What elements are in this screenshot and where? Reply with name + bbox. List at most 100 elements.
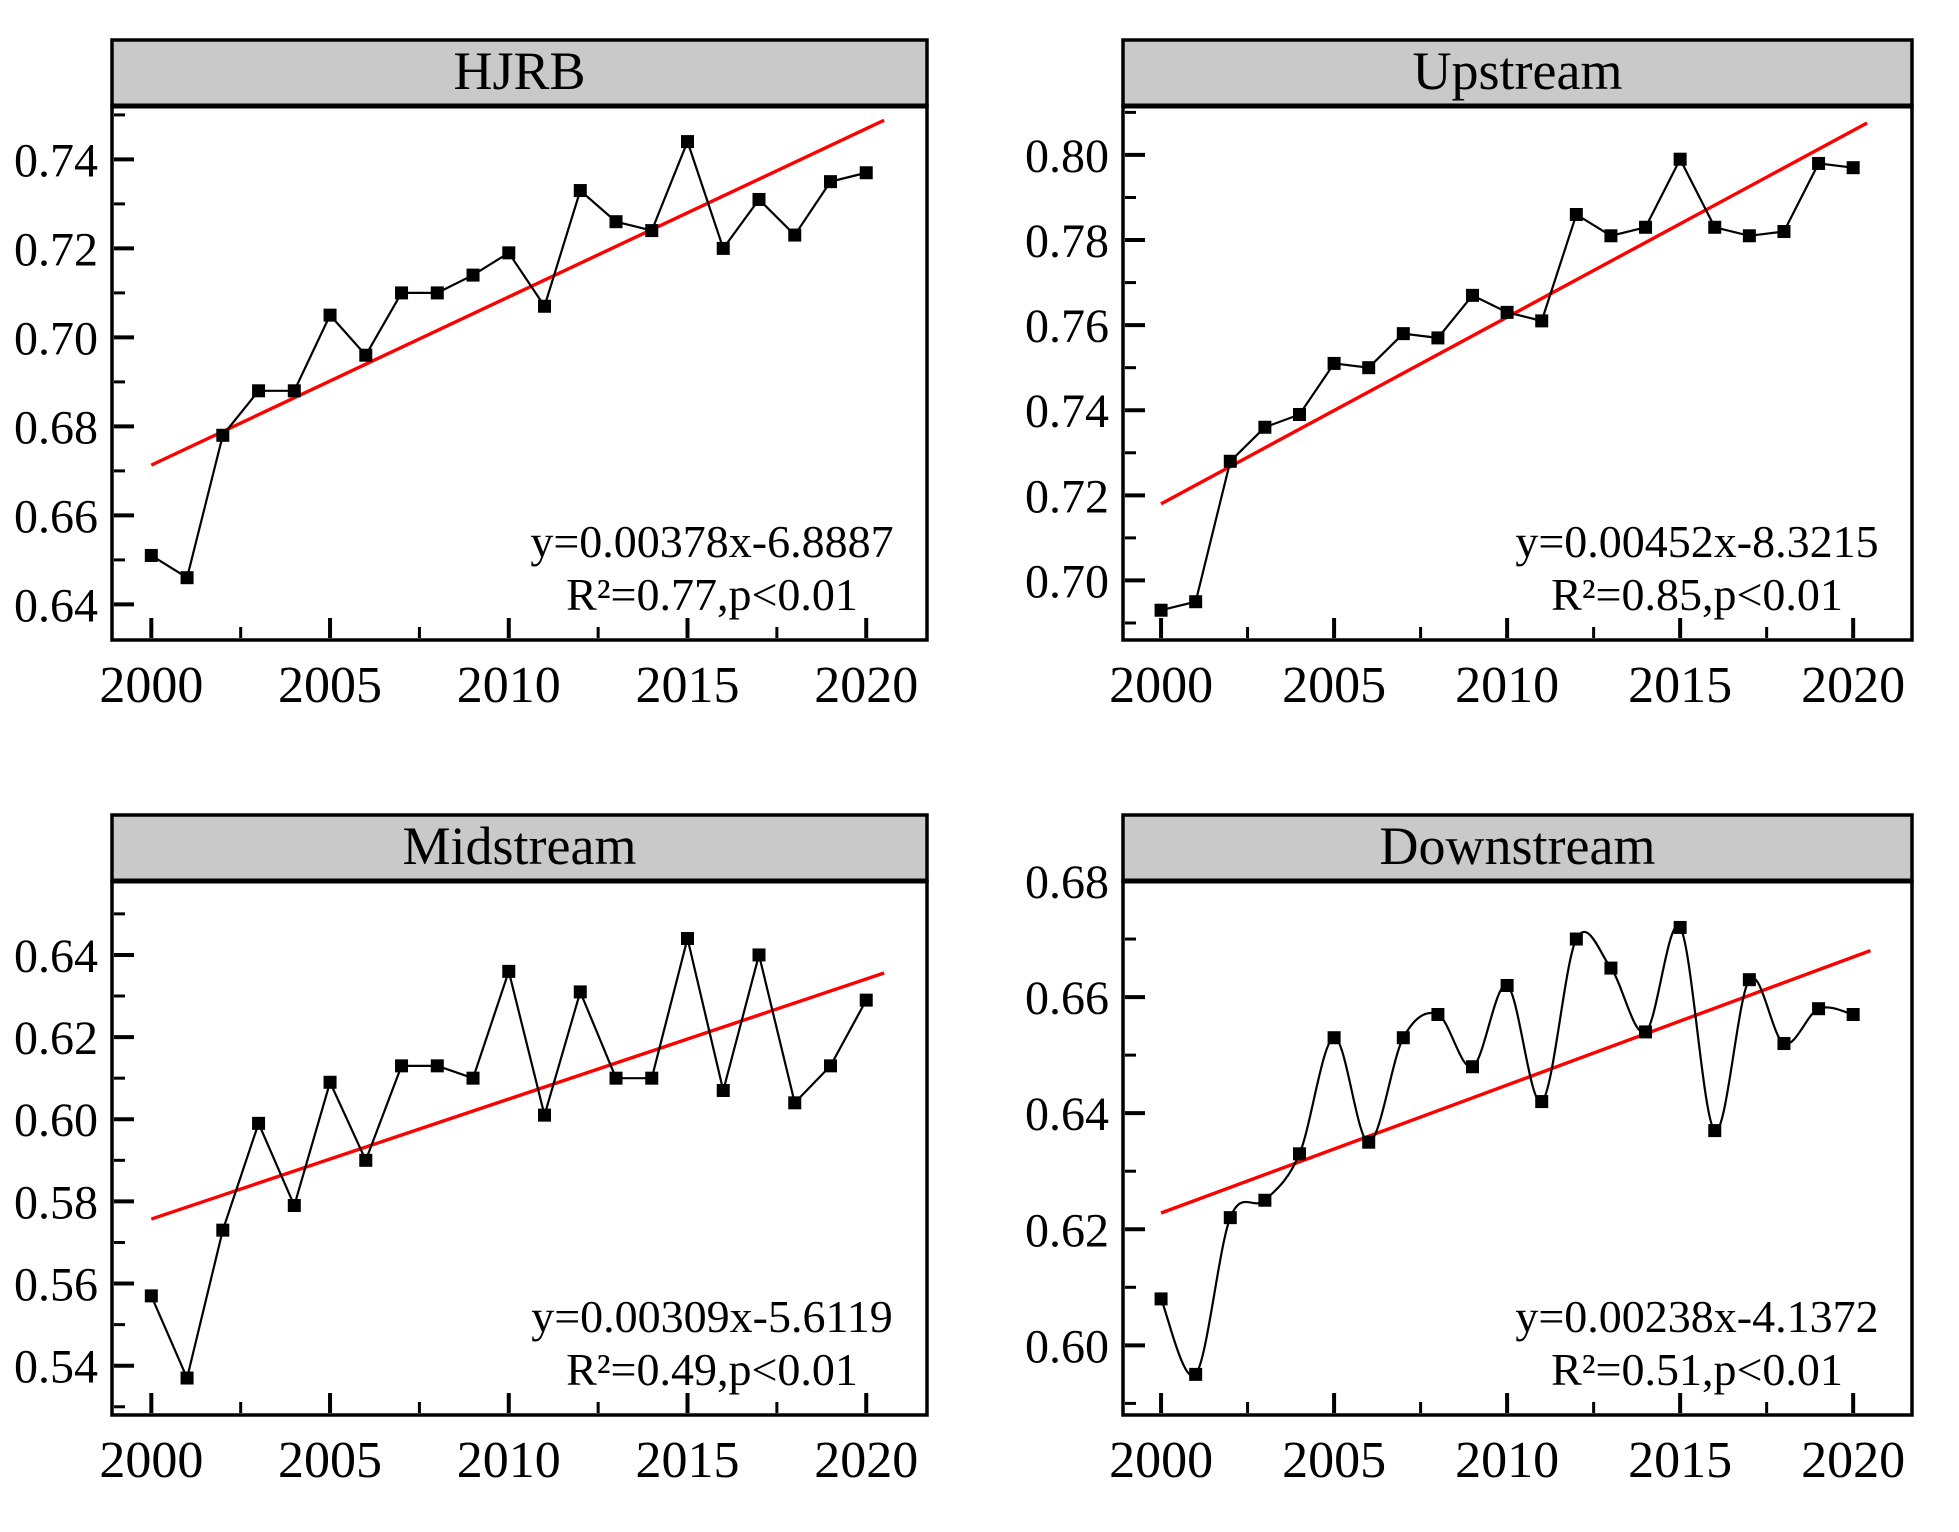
- downstream-axes: 0.60 0.62 0.64 0.66 0.68 2000 2005 2010 2015 2020: [1025, 856, 1905, 1489]
- upstream-x-tick-label: 2020: [1801, 657, 1905, 714]
- downstream-data-line: [1160, 924, 1854, 1378]
- midstream-equation: y=0.00309x-5.6119: [531, 1291, 893, 1342]
- midstream-marker: [144, 1289, 158, 1303]
- downstream-marker: [1154, 1292, 1168, 1306]
- downstream-y-tick-label: 0.62: [1025, 1204, 1109, 1257]
- midstream-marker: [823, 1059, 837, 1073]
- downstream-marker: [1327, 1031, 1341, 1045]
- hjrb-y-tick-label: 0.70: [14, 312, 98, 365]
- downstream-title: Downstream: [1380, 816, 1656, 876]
- hjrb-marker: [252, 384, 266, 398]
- upstream-marker: [1708, 220, 1722, 234]
- upstream-marker: [1569, 208, 1583, 221]
- downstream-marker: [1673, 920, 1687, 934]
- downstream-marker: [1639, 1025, 1653, 1039]
- downstream-y-tick-label: 0.66: [1025, 972, 1109, 1025]
- upstream-marker: [1777, 225, 1791, 239]
- panel-midstream: Midstream 0.54 0.56 0.58 0.60 0.62 0.64 2000 200…: [14, 813, 929, 1489]
- hjrb-marker: [430, 286, 444, 300]
- upstream-marker: [1154, 603, 1168, 617]
- downstream-y-tick-label: 0.60: [1025, 1320, 1109, 1373]
- downstream-data-markers: [1154, 920, 1860, 1381]
- hjrb-y-tick-label: 0.68: [14, 401, 98, 454]
- hjrb-y-tick-label: 0.66: [14, 490, 98, 543]
- upstream-axes: 0.70 0.72 0.74 0.76 0.78 0.80 2000 2005 2010 2015…: [1025, 110, 1905, 714]
- hjrb-marker: [466, 268, 480, 282]
- upstream-marker: [1396, 327, 1410, 341]
- hjrb-marker: [859, 166, 873, 180]
- downstream-marker: [1846, 1008, 1860, 1021]
- upstream-marker: [1258, 420, 1272, 434]
- midstream-marker: [395, 1059, 409, 1073]
- panel-downstream: Downstream 0.60 0.62 0.64 0.66 0.68 2000 2005 20…: [1025, 813, 1914, 1489]
- midstream-trend-line: [150, 971, 885, 1221]
- upstream-title: Upstream: [1413, 41, 1623, 101]
- midstream-y-tick-label: 0.62: [14, 1012, 98, 1065]
- midstream-marker: [359, 1153, 373, 1167]
- midstream-marker: [323, 1075, 337, 1089]
- upstream-data-markers: [1154, 152, 1860, 617]
- hjrb-r-squared: R²=0.77,p<0.01: [566, 569, 858, 620]
- downstream-trend-line: [1160, 949, 1872, 1215]
- upstream-marker: [1500, 305, 1514, 319]
- downstream-x-tick-label: 2000: [1109, 1432, 1213, 1489]
- midstream-marker: [716, 1083, 730, 1097]
- hjrb-y-tick-label: 0.74: [14, 134, 98, 187]
- hjrb-data-line: [150, 138, 867, 580]
- midstream-axes: 0.54 0.56 0.58 0.60 0.62 0.64 2000 2005 2010 2015…: [14, 912, 918, 1489]
- upstream-marker: [1639, 220, 1653, 234]
- hjrb-x-tick-label: 2010: [457, 657, 561, 714]
- hjrb-marker: [823, 175, 837, 189]
- upstream-marker: [1327, 356, 1341, 370]
- hjrb-marker: [752, 192, 766, 206]
- midstream-title: Midstream: [403, 816, 637, 876]
- hjrb-marker: [359, 348, 373, 362]
- midstream-marker: [252, 1116, 266, 1130]
- hjrb-x-tick-label: 2015: [636, 657, 740, 714]
- upstream-marker: [1189, 595, 1203, 609]
- midstream-marker: [502, 964, 516, 978]
- hjrb-title: HJRB: [453, 41, 585, 101]
- downstream-x-tick-label: 2010: [1455, 1432, 1559, 1489]
- midstream-y-tick-label: 0.54: [14, 1341, 98, 1394]
- upstream-marker: [1431, 331, 1445, 345]
- downstream-marker: [1569, 932, 1583, 946]
- upstream-marker: [1535, 314, 1549, 328]
- downstream-title-bar: [1121, 813, 1914, 883]
- upstream-y-tick-label: 0.80: [1025, 130, 1109, 183]
- midstream-y-tick-label: 0.58: [14, 1176, 98, 1229]
- midstream-x-tick-label: 2000: [99, 1432, 203, 1489]
- midstream-y-tick-label: 0.56: [14, 1259, 98, 1312]
- hjrb-marker: [144, 548, 158, 562]
- midstream-y-tick-label: 0.64: [14, 930, 98, 983]
- hjrb-marker: [681, 135, 694, 149]
- midstream-x-tick-label: 2020: [814, 1432, 918, 1489]
- hjrb-marker: [180, 571, 194, 585]
- upstream-r-squared: R²=0.85,p<0.01: [1551, 569, 1843, 620]
- midstream-x-tick-label: 2015: [636, 1432, 740, 1489]
- midstream-marker: [180, 1371, 194, 1385]
- downstream-x-tick-label: 2015: [1628, 1432, 1732, 1489]
- upstream-x-tick-label: 2010: [1455, 657, 1559, 714]
- upstream-marker: [1466, 288, 1480, 302]
- midstream-marker: [287, 1199, 301, 1213]
- upstream-y-tick-label: 0.74: [1025, 385, 1109, 438]
- midstream-marker: [788, 1096, 802, 1110]
- hjrb-marker: [323, 308, 337, 322]
- hjrb-marker: [502, 246, 516, 260]
- hjrb-marker: [716, 241, 730, 255]
- midstream-marker: [216, 1223, 230, 1237]
- hjrb-equation: y=0.00378x-6.8887: [530, 516, 893, 567]
- upstream-x-tick-label: 2015: [1628, 657, 1732, 714]
- midstream-r-squared: R²=0.49,p<0.01: [566, 1344, 858, 1395]
- hjrb-x-tick-label: 2020: [814, 657, 918, 714]
- midstream-title-bar: [110, 813, 929, 883]
- downstream-marker: [1708, 1124, 1722, 1138]
- hjrb-x-tick-label: 2005: [278, 657, 382, 714]
- downstream-marker: [1431, 1008, 1445, 1021]
- hjrb-data-markers: [144, 135, 873, 585]
- panel-hjrb: HJRB 0.64 0.66 0.68 0.70 0.72 0.74 2000 2005 2010…: [14, 38, 929, 714]
- downstream-marker: [1466, 1060, 1480, 1074]
- upstream-marker: [1846, 161, 1860, 175]
